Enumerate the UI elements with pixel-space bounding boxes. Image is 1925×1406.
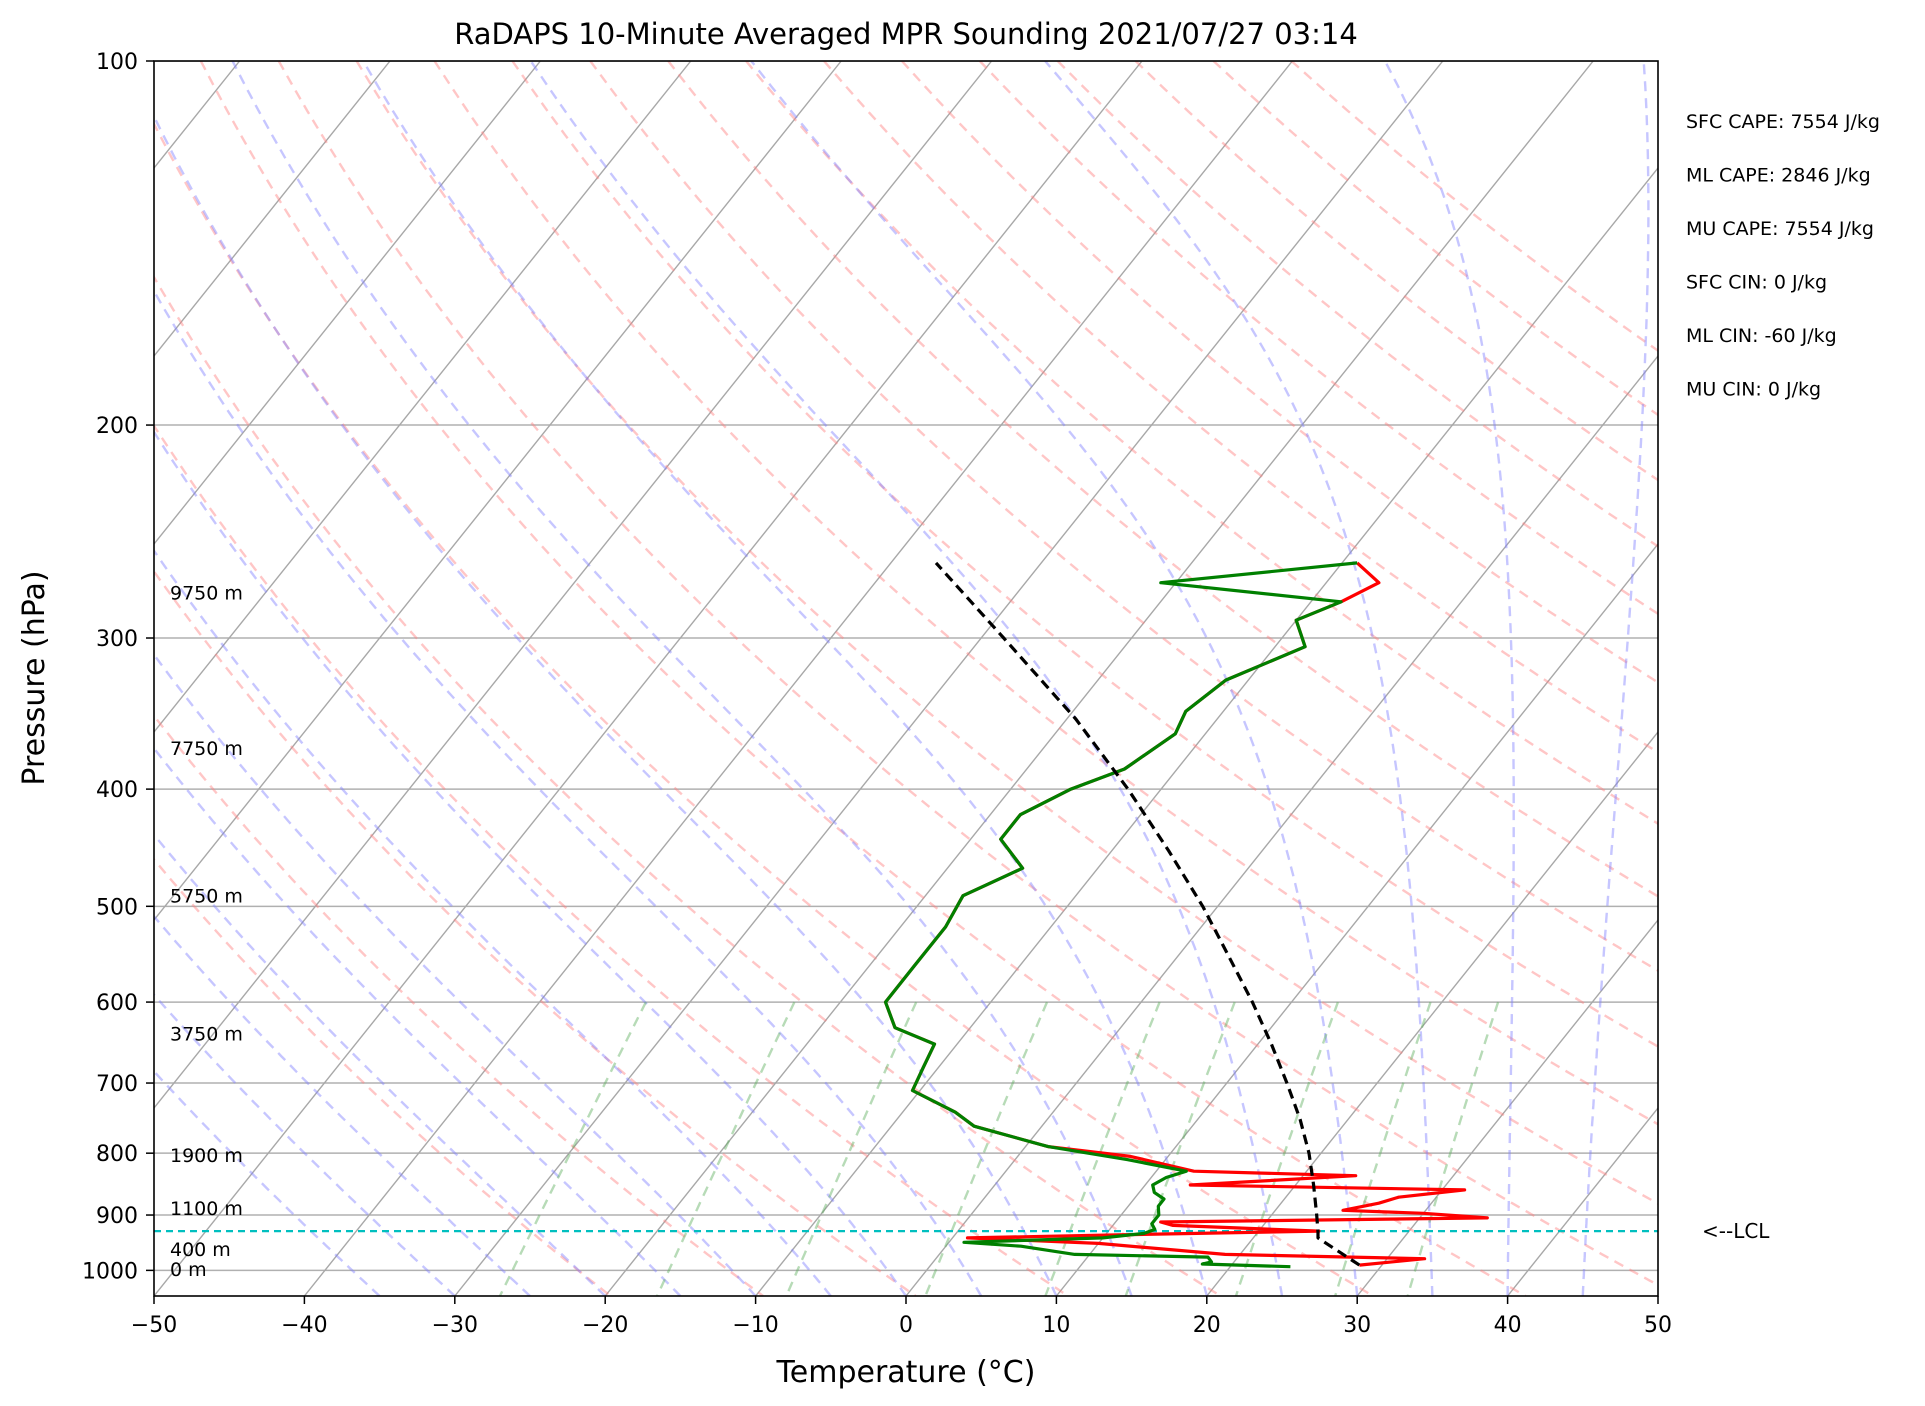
y-tick-label: 900 [96, 1204, 138, 1229]
stability-indices: SFC CAPE: 7554 J/kg ML CAPE: 2846 J/kg MU … [1686, 111, 1880, 401]
dry-adiabat-line [154, 713, 764, 1296]
moist-adiabat-line [154, 652, 757, 1296]
stability-index: MU CIN: 0 J/kg [1686, 379, 1821, 401]
x-tick-label: 20 [1193, 1313, 1221, 1338]
isotherm-line [1206, 730, 1658, 1296]
chart-title: RaDAPS 10-Minute Averaged MPR Sounding 2… [454, 17, 1358, 51]
mixing-ratio-line [1406, 1001, 1500, 1296]
x-tick-label: −20 [582, 1313, 628, 1338]
height-label: 1100 m [170, 1198, 243, 1220]
moist-adiabats [154, 61, 1650, 1296]
lcl-label: <--LCL [1702, 1219, 1770, 1243]
height-labels: 9750 m 7750 m 5750 m 3750 m 1900 m 1100 m 400 … [170, 582, 243, 1281]
x-tick-label: −50 [131, 1313, 177, 1338]
x-tick-label: 50 [1644, 1313, 1672, 1338]
isotherm-line [604, 61, 1594, 1296]
stability-index: SFC CIN: 0 J/kg [1686, 272, 1827, 294]
mixing-ratio-line [1334, 1001, 1432, 1296]
moist-adiabat-line [154, 1069, 381, 1296]
moist-adiabat-line [1383, 61, 1515, 1296]
x-tick-label: 30 [1343, 1313, 1371, 1338]
mixing-ratio-line [785, 1001, 918, 1296]
y-tick-label: 100 [96, 50, 138, 75]
moist-adiabat-line [1581, 61, 1650, 1296]
height-label: 3750 m [170, 1024, 243, 1046]
x-axis: −50 −40 −30 −20 −10 0 10 20 30 40 50 [131, 1296, 1672, 1338]
stability-index: SFC CAPE: 7554 J/kg [1686, 111, 1880, 133]
isotherm-line [154, 61, 842, 922]
height-label: 7750 m [170, 738, 243, 760]
parcel-line [934, 561, 1361, 1267]
isotherm-line [755, 166, 1658, 1296]
y-tick-label: 600 [96, 991, 138, 1016]
isotherm-line [154, 61, 541, 546]
mixing-ratio-line [656, 1001, 796, 1296]
height-label: 400 m [170, 1239, 231, 1261]
isotherm-line [1055, 542, 1658, 1296]
x-tick-label: 0 [899, 1313, 913, 1338]
y-axis-label: Pressure (hPa) [17, 570, 52, 785]
y-tick-label: 700 [96, 1072, 138, 1097]
x-tick-label: −30 [432, 1313, 478, 1338]
x-axis-label: Temperature (°C) [776, 1355, 1036, 1390]
moist-adiabat-line [154, 113, 1058, 1296]
moist-adiabat-line [154, 992, 456, 1296]
dry-adiabat-line [154, 857, 612, 1296]
moist-adiabat-line [362, 61, 1208, 1296]
plot-area [154, 61, 1658, 1296]
y-tick-label: 200 [96, 414, 138, 439]
moist-adiabat-line [154, 746, 682, 1296]
isotherm-line [154, 61, 692, 734]
moist-adiabat-line [154, 914, 531, 1296]
moist-adiabat-line [231, 61, 1133, 1296]
height-label: 9750 m [170, 582, 243, 604]
y-axis: 100 200 300 400 500 600 700 800 900 1000 [82, 50, 154, 1284]
x-tick-label: 40 [1494, 1313, 1522, 1338]
isotherm-line [1356, 918, 1658, 1296]
mixing-ratio-line [1234, 1001, 1340, 1296]
height-label: 1900 m [170, 1145, 243, 1167]
dry-adiabat-line [154, 569, 917, 1296]
x-tick-label: 10 [1042, 1313, 1070, 1338]
y-tick-label: 400 [96, 778, 138, 803]
dry-adiabat-line [154, 274, 1222, 1296]
stability-index: ML CIN: -60 J/kg [1686, 325, 1837, 347]
mixing-ratio-line [498, 1001, 647, 1296]
sounding-series [883, 561, 1489, 1269]
mixing-ratio-line [1044, 1001, 1161, 1296]
moist-adiabat-line [1044, 61, 1434, 1296]
moist-adiabat-line [154, 832, 607, 1296]
isotherm-line [454, 61, 1444, 1296]
isotherm-line [154, 61, 1143, 1296]
isotherm-gridlines [154, 61, 1658, 1296]
mixing-ratio-line [924, 1001, 1049, 1296]
y-tick-label: 500 [96, 895, 138, 920]
y-tick-label: 300 [96, 627, 138, 652]
y-tick-label: 800 [96, 1142, 138, 1167]
x-tick-label: −40 [281, 1313, 327, 1338]
isotherm-line [154, 61, 391, 358]
isotherm-line [303, 61, 1293, 1296]
stability-index: MU CAPE: 7554 J/kg [1686, 218, 1874, 240]
moist-adiabat-line [154, 429, 907, 1296]
isotherm-line [154, 61, 993, 1110]
moist-adiabat-line [529, 61, 1284, 1296]
dry-adiabat-line [277, 61, 1658, 1287]
stability-index: ML CAPE: 2846 J/kg [1686, 165, 1871, 187]
isobar-gridlines [154, 61, 1658, 1272]
y-tick-label: 1000 [82, 1259, 138, 1284]
x-tick-label: −10 [732, 1313, 778, 1338]
height-label: 5750 m [170, 886, 243, 908]
isotherm-line [905, 354, 1658, 1296]
dewpoint-line [883, 561, 1358, 1269]
height-label: 0 m [170, 1259, 207, 1281]
